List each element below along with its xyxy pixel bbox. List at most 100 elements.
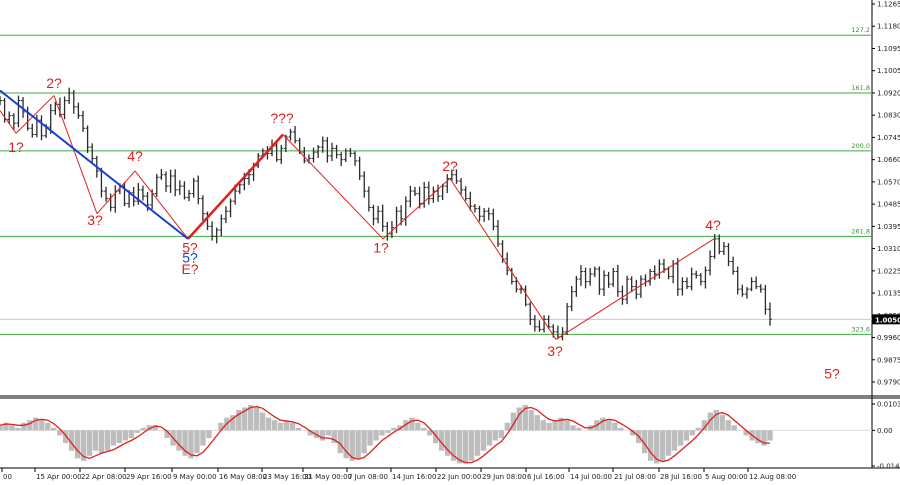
- oscillator-bar: [713, 410, 719, 431]
- oscillator-bar: [27, 420, 33, 431]
- oscillator-bar: [618, 427, 624, 431]
- oscillator-bar: [522, 404, 528, 431]
- oscillator-bar: [743, 430, 749, 436]
- blue-wave-line: [0, 89, 189, 240]
- price-badge-label: 1.0050: [875, 316, 900, 324]
- oscillator-bar: [433, 430, 439, 444]
- oscillator-bar: [343, 430, 349, 459]
- oscillator-bar: [80, 430, 87, 461]
- oscillator-bar: [15, 427, 21, 431]
- oscillator-bar: [265, 417, 272, 431]
- x-tick-label: 5 Aug 00:00: [705, 473, 748, 481]
- wave-label: 2?: [442, 158, 458, 174]
- fib-level-label: 127.2: [851, 26, 870, 34]
- price-tick-label: 1.0485: [877, 201, 900, 209]
- x-axis: 00 15 Apr 00:00 22 Apr 08:00 29 Apr 16:00 9 …: [1, 468, 796, 481]
- oscillator-bar: [349, 430, 355, 461]
- oscillator-bar: [725, 420, 731, 431]
- oscillator-bar: [86, 430, 93, 456]
- oscillator-bar: [450, 430, 457, 461]
- wave-label: 3?: [87, 212, 103, 228]
- wave-line: [282, 134, 384, 240]
- wave-line: [15, 95, 55, 134]
- fib-level-label: 161.8: [851, 84, 870, 92]
- oscillator-bar: [456, 430, 463, 464]
- x-tick-label: 6 Jul 16:00: [527, 473, 565, 481]
- oscillator-bar: [128, 430, 135, 438]
- oscillator-bar: [421, 427, 427, 431]
- oscillator-bar: [152, 425, 158, 431]
- x-tick-label: 28 Jul 16:00: [660, 473, 702, 481]
- wave-label: 4?: [127, 148, 143, 164]
- oscillator-bar: [659, 430, 666, 461]
- oscillator-bar: [576, 427, 582, 431]
- oscillator-bar: [546, 422, 552, 431]
- x-tick-label: 21 Jul 08:00: [614, 473, 656, 481]
- oscillator-bar: [236, 410, 242, 431]
- oscillator-bar: [194, 430, 200, 454]
- x-tick-label: 7 Jun 08:00: [348, 473, 388, 481]
- oscillator-bar: [319, 430, 326, 441]
- x-tick-label: 22 Apr 08:00: [81, 473, 127, 481]
- oscillator-bar: [164, 430, 170, 438]
- oscillator-bar: [468, 430, 475, 461]
- wave-line: [382, 178, 451, 240]
- oscillator-bar: [62, 430, 69, 444]
- oscillator-bar: [253, 407, 260, 431]
- oscillator-bar: [761, 430, 767, 446]
- oscillator-bar: [98, 430, 105, 454]
- oscillator-bar: [176, 430, 182, 451]
- oscillator-bar: [45, 422, 51, 431]
- oscillator-tick-label: 0.00: [877, 427, 893, 435]
- x-tick-label: 9 May 00:00: [173, 473, 217, 481]
- wave-label: 3?: [547, 343, 563, 359]
- price-tick-label: 1.0830: [877, 112, 900, 120]
- oscillator-bar: [104, 430, 111, 451]
- oscillator-bar: [110, 430, 117, 446]
- oscillator-bar: [122, 430, 129, 441]
- oscillator-bar: [248, 404, 254, 431]
- oscillator-panel: 0.01037 0.00 -0.01402: [0, 397, 900, 471]
- oscillator-bar: [570, 425, 576, 431]
- price-tick-label: 1.1005: [877, 67, 900, 75]
- wave-line: [449, 178, 557, 340]
- price-tick-label: 1.0225: [877, 267, 900, 275]
- oscillator-bar: [33, 417, 39, 431]
- oscillator-bar: [206, 430, 212, 438]
- oscillator-bar: [379, 430, 385, 436]
- oscillator-bar: [767, 430, 773, 441]
- wave-line: [96, 170, 136, 215]
- oscillator-bar: [671, 430, 678, 451]
- oscillator-bar: [564, 420, 570, 431]
- x-tick-label: 29 Apr 16:00: [126, 473, 172, 481]
- oscillator-bar: [474, 430, 481, 456]
- oscillator-bar: [415, 422, 421, 431]
- fib-level-label: 323.6: [851, 325, 870, 333]
- price-badge: [872, 314, 900, 325]
- oscillator-tick-label: 0.01037: [877, 401, 900, 409]
- oscillator-bar: [134, 430, 140, 433]
- oscillator-bar: [200, 430, 206, 446]
- oscillator-bar: [665, 430, 672, 456]
- oscillator-bar: [188, 430, 194, 459]
- x-tick-label: 29 Jun 08:00: [482, 473, 526, 481]
- fib-level-label: 261.8: [851, 227, 870, 235]
- oscillator-bar: [325, 430, 331, 436]
- oscillator-bar: [480, 430, 487, 451]
- oscillator-bar: [606, 420, 612, 431]
- price-tick-label: 1.0920: [877, 89, 900, 97]
- oscillator-bar: [528, 410, 534, 431]
- oscillator-bar: [695, 427, 702, 431]
- oscillator-bar: [337, 430, 343, 454]
- oscillator-bar: [230, 415, 236, 431]
- oscillator-bar: [39, 420, 45, 431]
- oscillator-bar: [57, 430, 63, 436]
- x-tick-label: 31 May 00:00: [304, 473, 352, 481]
- wave-label: 4?: [705, 217, 721, 233]
- oscillator-tick-label: -0.01402: [877, 463, 900, 471]
- oscillator-bar: [677, 430, 684, 446]
- price-tick-label: 1.1265: [877, 1, 900, 9]
- wave-line: [0, 110, 17, 134]
